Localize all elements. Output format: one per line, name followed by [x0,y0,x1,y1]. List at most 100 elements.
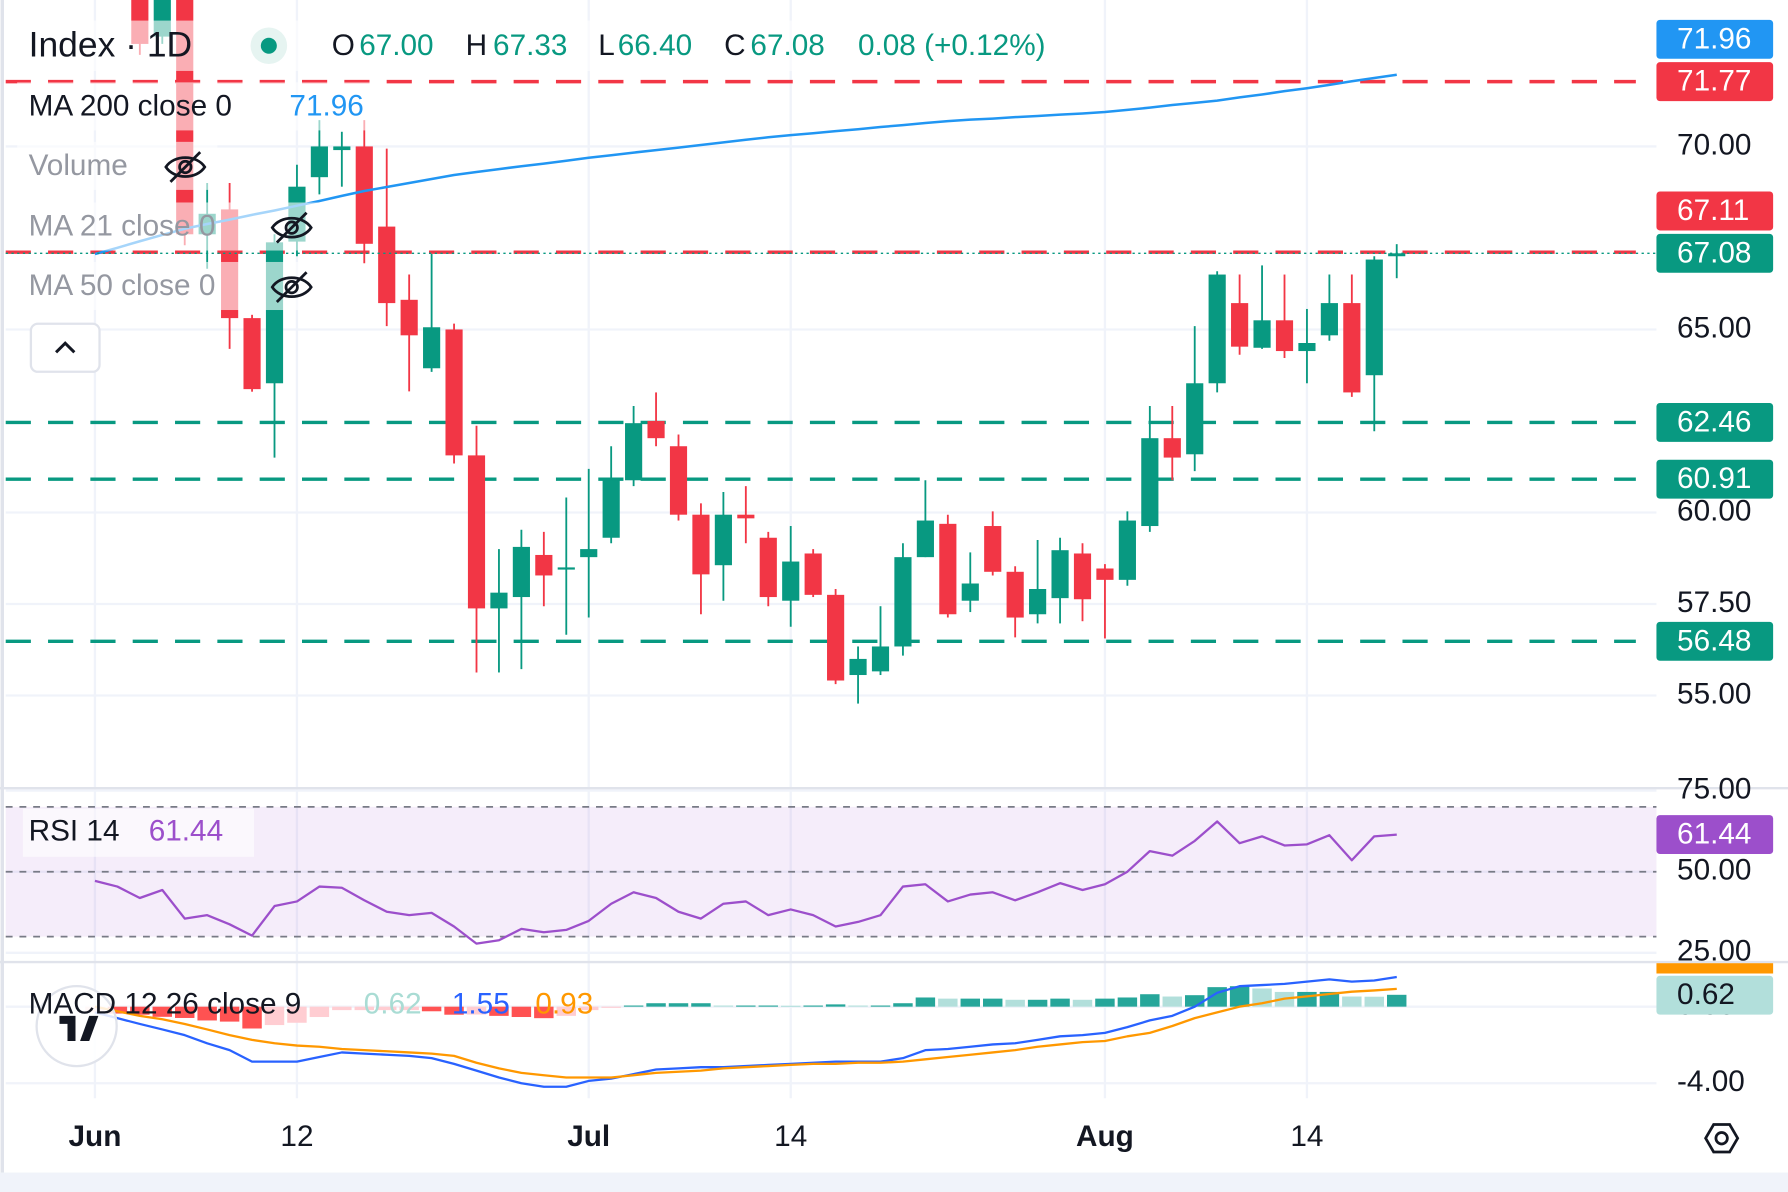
rsi-line [94,820,1397,945]
indicator-value: 0.93 [535,987,593,1020]
hidden-indicator: MA 50 close 0 [29,269,216,302]
candle-body [400,299,418,336]
candle-body [1096,568,1114,580]
macd-histogram-bar [354,1006,375,1011]
signal-line [94,987,1397,1079]
macd-histogram-bar [1005,999,1025,1007]
macd-histogram-bar [915,997,936,1007]
candle-body [1298,343,1316,352]
y-tick-label: 75.00 [1677,772,1751,805]
macd-histogram-bar [399,1006,419,1011]
candle-body [1118,520,1136,580]
candle-body [894,557,912,647]
y-tick-label: 25.00 [1677,935,1751,968]
candle-body [512,546,530,598]
candle-body [378,226,396,304]
collapse-button[interactable] [29,322,101,373]
x-tick-label: Jun [69,1120,122,1153]
ohlc-prefix: H [466,29,487,62]
macd-histogram-bar [377,1006,397,1011]
macd-histogram-bar [713,1005,734,1007]
price-badge [1656,62,1774,102]
candle-body [984,526,1002,572]
candle-body [961,583,979,601]
macd-histogram-bar [242,1006,262,1029]
legend-bg [17,20,1087,71]
macd-histogram-bar [175,1006,195,1018]
logo-bg[interactable] [35,984,118,1068]
settings-icon [1704,1123,1740,1154]
macd-badge [1656,975,1774,1015]
indicator-name: RSI 14 [29,815,120,848]
candle-body [737,514,755,519]
y-tick-label: -4.00 [1677,1065,1745,1098]
ohlc-prefix: O [332,29,355,62]
ohlc-value: 66.40 [618,29,692,62]
legend: Index · 1D O 67.00 H 67.33 L 66.40 C 67.… [17,20,1087,1068]
candle-body [1343,303,1361,393]
macd-histogram-bar [489,1006,509,1016]
button-frame [29,322,101,373]
indicator-value: 61.44 [149,815,223,848]
macd-histogram-bar [848,1005,868,1007]
macd-histogram-bar [309,1006,330,1018]
candle-body [1006,571,1024,618]
candle-body [243,318,261,390]
candle-body [445,329,463,456]
price-badge [1656,459,1774,499]
candle-body [647,420,665,439]
candle-body [669,446,688,515]
price-badge-label: 67.08 [1677,236,1751,269]
candle-body [333,146,351,151]
macd-histogram-bar [1027,999,1048,1007]
ohlc-change: 0.08 (+0.12%) [858,29,1046,62]
price-badge [1656,402,1774,442]
macd-histogram-bar [197,1006,217,1021]
macd-histogram-bar [893,1003,913,1007]
macd-histogram-bar [466,1006,487,1015]
macd-histogram-bar [511,1006,532,1018]
macd-histogram-bar [1297,991,1317,1007]
macd-histogram-bar [601,1006,621,1008]
ohlc-prefix: C [724,29,745,62]
macd-histogram-bar [781,1005,801,1007]
macd-histogram-bar [1162,996,1183,1007]
ohlc-value: 67.00 [359,29,433,62]
candle-body [355,146,373,244]
macd-histogram-bar [691,1003,711,1007]
macd-histogram-bar [668,1003,689,1007]
ohlc-prefix: L [598,29,615,62]
macd-histogram-bar [870,1005,891,1007]
price-badge-label: 67.11 [1677,194,1749,227]
x-tick-label: 14 [774,1120,807,1153]
macd-histogram-bar [825,1004,846,1007]
candle-body [625,423,643,481]
candle-body [1365,259,1383,376]
candle-body [602,480,620,538]
settings-button[interactable] [1704,1123,1740,1154]
candle-body [804,553,822,595]
candle-body [871,646,890,672]
macd-histogram-bar [982,998,1003,1007]
status-dot [260,37,277,54]
price-badge-label: 60.91 [1677,462,1751,495]
legend-bg [17,261,321,311]
y-tick-label: 70.00 [1677,128,1751,161]
logo [59,1015,99,1041]
y-tick-label: 65.00 [1677,311,1751,344]
bottom-strip [0,1172,1788,1192]
candle-body [782,561,800,601]
macd-histogram-bar [219,1006,240,1022]
indicator-value: 1.55 [452,987,510,1020]
legend-bg [17,202,321,251]
hidden-indicator: Volume [29,149,128,182]
candle-body [827,594,845,681]
candle-body [1163,438,1181,458]
candle-body [692,514,710,575]
macd-histogram-bar [152,1006,173,1017]
macd-badge-label: 0.62 [1677,978,1735,1011]
candle-body [759,537,777,598]
rsi-badge [1656,815,1774,855]
